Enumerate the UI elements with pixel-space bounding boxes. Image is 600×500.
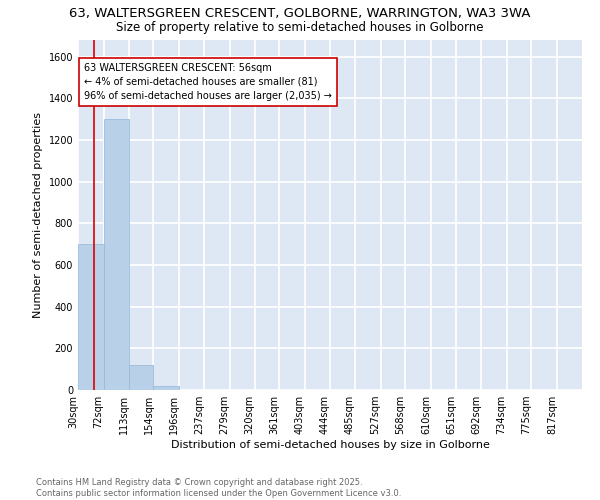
Bar	[154, 386, 179, 390]
Y-axis label: Number of semi-detached properties: Number of semi-detached properties	[33, 112, 43, 318]
Text: Size of property relative to semi-detached houses in Golborne: Size of property relative to semi-detach…	[116, 21, 484, 34]
Bar	[104, 119, 128, 390]
Bar	[128, 365, 154, 390]
Text: Contains HM Land Registry data © Crown copyright and database right 2025.
Contai: Contains HM Land Registry data © Crown c…	[36, 478, 401, 498]
X-axis label: Distribution of semi-detached houses by size in Golborne: Distribution of semi-detached houses by …	[170, 440, 490, 450]
Bar	[78, 244, 104, 390]
Text: 63 WALTERSGREEN CRESCENT: 56sqm
← 4% of semi-detached houses are smaller (81)
96: 63 WALTERSGREEN CRESCENT: 56sqm ← 4% of …	[84, 63, 332, 101]
Text: 63, WALTERSGREEN CRESCENT, GOLBORNE, WARRINGTON, WA3 3WA: 63, WALTERSGREEN CRESCENT, GOLBORNE, WAR…	[69, 8, 531, 20]
